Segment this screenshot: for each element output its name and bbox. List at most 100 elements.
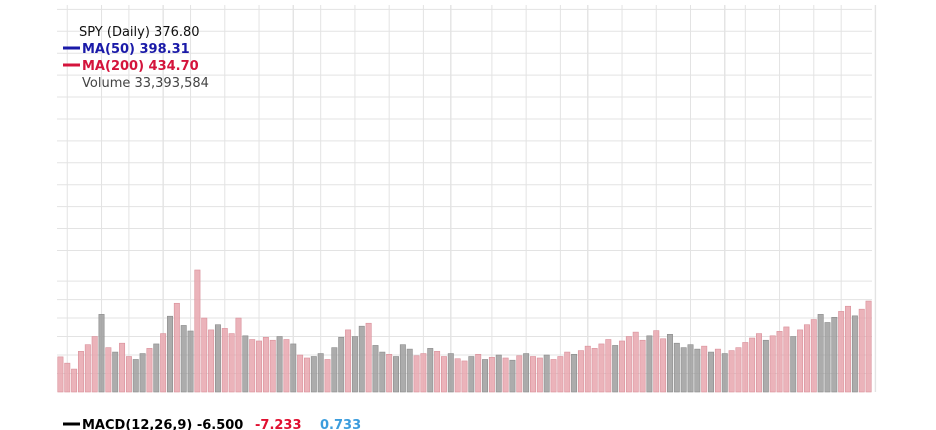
volume-bar (331, 347, 338, 393)
volume-bar (132, 359, 139, 393)
volume-bar (365, 322, 372, 393)
volume-bar (762, 339, 769, 393)
volume-bar (714, 348, 721, 393)
volume-bar (194, 269, 201, 393)
volume-bar (379, 351, 386, 393)
volume-bar (482, 359, 489, 393)
volume-bar (769, 335, 776, 393)
volume-bar (557, 356, 564, 393)
volume-bar (427, 348, 434, 393)
volume-bar (386, 353, 393, 393)
volume-bar (625, 336, 632, 393)
volume-bar (694, 348, 701, 393)
volume-bar (180, 325, 187, 393)
volume-bar (64, 362, 71, 393)
volume-bar (208, 329, 215, 393)
volume-bar (406, 348, 413, 393)
volume-bar (187, 330, 194, 393)
volume-bar (824, 322, 831, 393)
volume-bar (797, 329, 804, 393)
volume-bar (256, 340, 263, 393)
volume-bar (831, 317, 838, 393)
volume-bar (173, 302, 180, 393)
volume-bar (838, 311, 845, 393)
volume-bar (680, 347, 687, 393)
volume-bar (577, 350, 584, 393)
volume-bar (488, 356, 495, 393)
volume-bar (687, 344, 694, 393)
volume-bar (810, 319, 817, 393)
volume-bar (735, 347, 742, 393)
volume-bar (516, 355, 523, 393)
volume-bar (660, 338, 667, 393)
volume-bar (591, 348, 598, 393)
volume-bar (865, 300, 872, 393)
volume-bar (358, 325, 365, 393)
volume-bar (461, 360, 468, 393)
volume-bar (98, 314, 105, 393)
volume-bar (749, 337, 756, 393)
volume-bar (221, 328, 228, 393)
volume-bar (317, 353, 324, 393)
volume-bar (201, 317, 208, 393)
volume-bar (543, 354, 550, 393)
volume-bar (324, 359, 331, 393)
volume-bar (632, 331, 639, 393)
volume-bar (454, 358, 461, 393)
volume-bar (146, 348, 153, 393)
volume-bar (235, 317, 242, 393)
volume-bar (646, 335, 653, 393)
volume-bar (619, 340, 625, 393)
volume-bar (721, 353, 728, 393)
volume-bar (71, 368, 78, 393)
volume-bar (413, 355, 420, 393)
volume-bar (139, 353, 146, 393)
volume-bar (160, 333, 167, 393)
volume-bar (653, 330, 660, 393)
volume-bar (756, 333, 762, 393)
volume-bar (673, 342, 680, 393)
volume-bar (262, 336, 269, 393)
volume-bar (242, 335, 249, 393)
volume-bar (283, 339, 290, 393)
volume-bar (742, 342, 749, 393)
volume-bar (612, 345, 619, 393)
volume-bar (290, 343, 297, 393)
volume-bar (790, 336, 797, 393)
volume-bar (338, 336, 345, 393)
volume-bar (434, 351, 441, 393)
volume-bar (372, 345, 379, 393)
volume-bar (304, 357, 310, 393)
volume-bar (440, 356, 447, 393)
volume-bar (728, 350, 735, 393)
volume-bar (345, 329, 352, 393)
volume-bar (550, 359, 557, 393)
volume-bar (851, 315, 858, 393)
volume-bar (783, 326, 790, 393)
volume-bar (475, 353, 482, 393)
volume-bar (77, 351, 84, 393)
volume-bar (84, 344, 91, 393)
volume-bar (228, 333, 235, 393)
volume-bar (817, 314, 824, 393)
volume-bar (495, 354, 502, 393)
volume-bar (502, 357, 509, 393)
volume-bar (858, 308, 865, 393)
volume-bar (276, 336, 283, 393)
volume-bar (125, 356, 132, 393)
volume-bar (153, 343, 160, 393)
volume-bar (119, 342, 126, 393)
volume-bar (297, 354, 304, 393)
volume-bar (803, 324, 810, 393)
volume-bar (105, 347, 112, 393)
volume-bar (91, 336, 98, 393)
volume-bar (666, 334, 673, 393)
volume-bar (530, 356, 536, 393)
volume-bar (269, 339, 276, 393)
volume-bar (536, 357, 543, 393)
volume-bar (701, 345, 708, 393)
volume-bar (523, 353, 530, 393)
volume-bar (776, 331, 783, 393)
